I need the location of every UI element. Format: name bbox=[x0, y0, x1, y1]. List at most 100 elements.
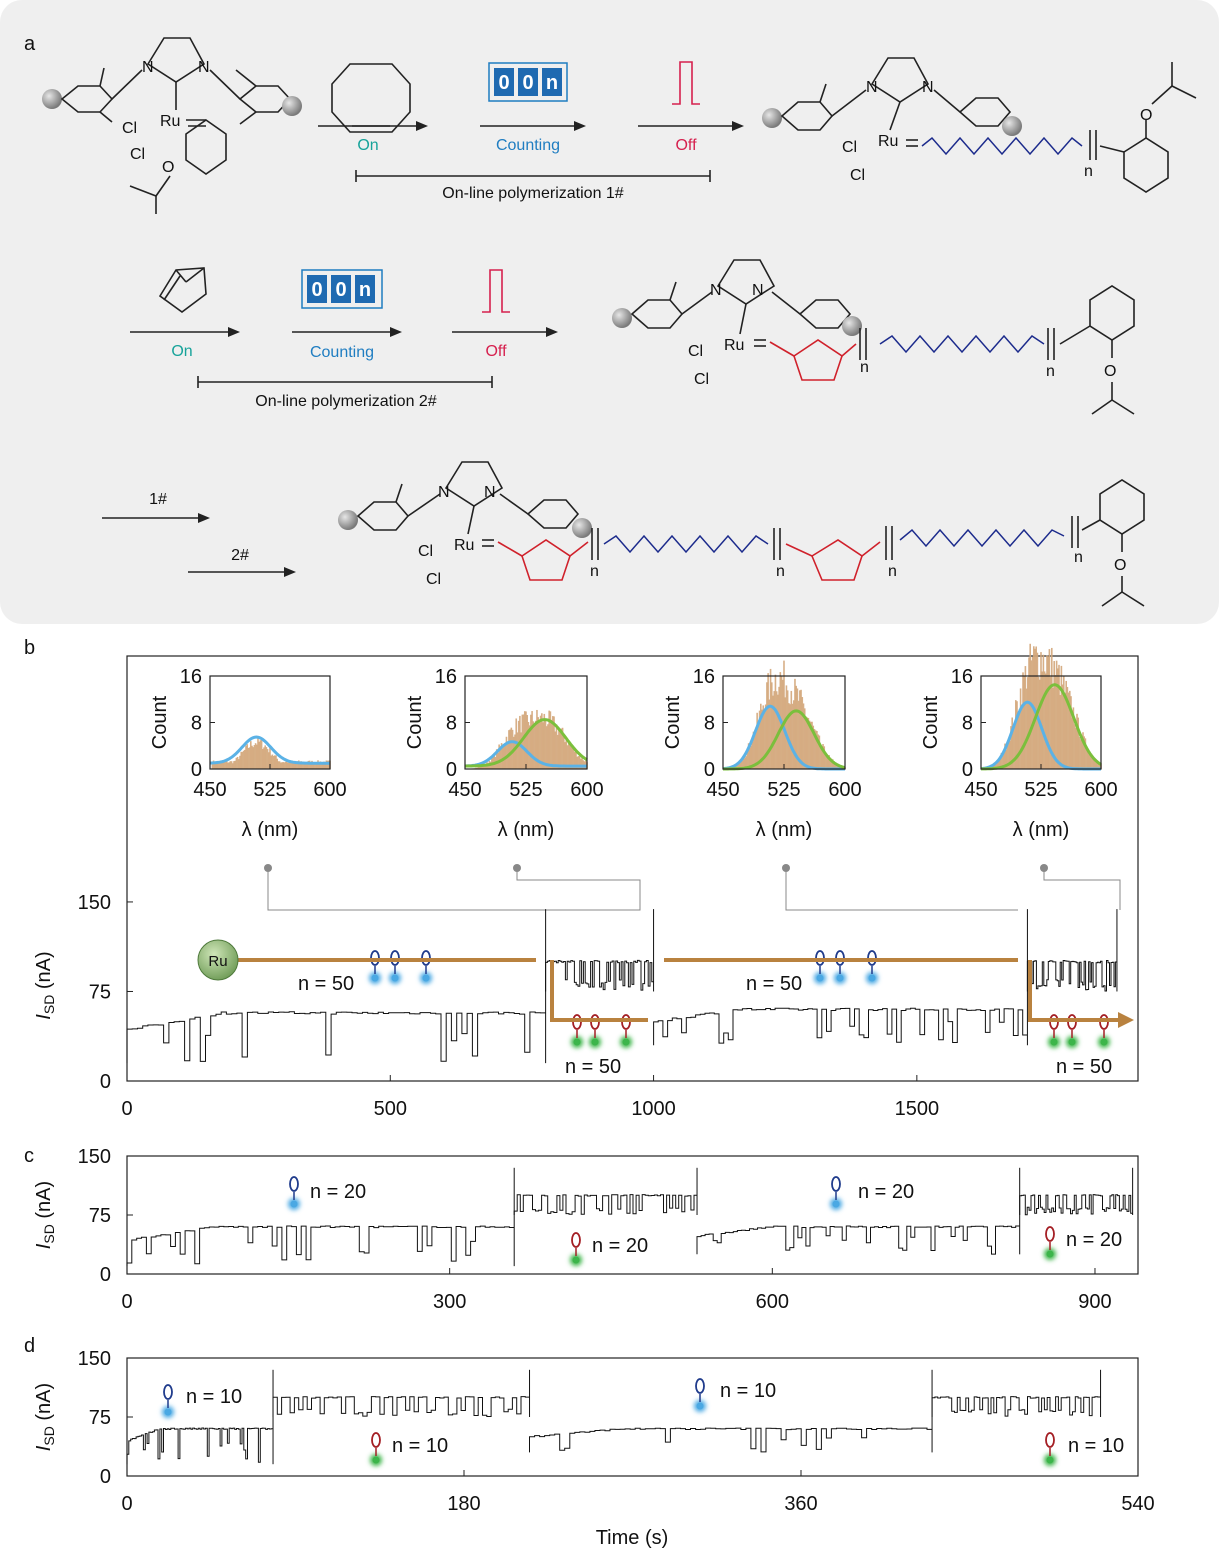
histogram-bar bbox=[525, 711, 527, 769]
histogram-bar bbox=[512, 736, 515, 769]
histogram-bar bbox=[295, 761, 298, 769]
bead-icon bbox=[762, 108, 782, 128]
row2-steps: On 0 0 n Counting Off On-line polymeriza… bbox=[130, 269, 558, 410]
histogram-bar bbox=[1005, 749, 1007, 769]
histogram-bar bbox=[1057, 668, 1059, 769]
histogram-bar bbox=[1045, 673, 1047, 769]
histogram-bar bbox=[794, 678, 796, 769]
histogram-bar bbox=[290, 760, 293, 769]
x-tick-label: 600 bbox=[828, 779, 861, 801]
histogram-bar bbox=[805, 716, 807, 769]
n-label: n = 20 bbox=[858, 1181, 914, 1203]
step-counting-label: Counting bbox=[496, 137, 560, 154]
bracket-label: On-line polymerization 1# bbox=[442, 185, 624, 202]
histogram-bar bbox=[282, 762, 284, 769]
y-tick-label: 0 bbox=[100, 1071, 111, 1093]
current-trace bbox=[272, 1396, 530, 1417]
dot bbox=[1046, 1250, 1054, 1258]
histogram-bar bbox=[1072, 707, 1075, 769]
histogram-bar bbox=[838, 765, 840, 769]
histogram-bar bbox=[1009, 741, 1011, 769]
histogram-bar bbox=[262, 748, 264, 769]
histogram-bar bbox=[572, 747, 575, 769]
histogram-bar bbox=[283, 762, 286, 769]
histogram-bar bbox=[229, 761, 232, 769]
histogram-bar bbox=[531, 711, 533, 769]
histogram-bar bbox=[569, 744, 571, 769]
histogram-bar bbox=[1063, 675, 1065, 769]
inset-y-label: Count bbox=[149, 695, 171, 749]
n-label: n = 50 bbox=[1056, 1056, 1112, 1078]
histogram-bar bbox=[1004, 743, 1006, 769]
histogram-bar bbox=[757, 720, 760, 769]
histogram-bar bbox=[741, 760, 744, 769]
histogram-bar bbox=[829, 757, 832, 769]
y-tick-label: 75 bbox=[89, 1407, 111, 1429]
histogram-bar bbox=[275, 755, 277, 769]
histogram-bar bbox=[1089, 752, 1091, 769]
histogram-bar bbox=[750, 745, 752, 769]
x-tick-label: 360 bbox=[784, 1493, 817, 1515]
panel-a-background bbox=[0, 0, 1219, 624]
x-tick-label: 525 bbox=[509, 779, 542, 801]
ring-icon bbox=[831, 1176, 841, 1192]
histogram-bar bbox=[735, 764, 738, 769]
histogram-bar bbox=[1090, 753, 1093, 769]
histogram-bar bbox=[774, 674, 777, 769]
histogram-bar bbox=[311, 760, 313, 769]
ring-icon bbox=[371, 1432, 381, 1448]
histogram-bar bbox=[304, 762, 306, 769]
histogram-bar bbox=[228, 762, 230, 769]
bead-icon bbox=[842, 316, 862, 336]
histogram-bar bbox=[1042, 654, 1045, 769]
dot bbox=[391, 974, 399, 982]
current-trace bbox=[931, 1396, 1101, 1417]
histogram-bar bbox=[1065, 680, 1067, 769]
x-axis-label: Time (s) bbox=[596, 1527, 669, 1549]
product-3-structure: N N Ru Cl Cl n n n n O bbox=[338, 461, 1145, 607]
histogram-bar bbox=[549, 711, 552, 769]
histogram-bar bbox=[1051, 647, 1053, 769]
histogram-bar bbox=[563, 736, 565, 769]
histogram-bar bbox=[1016, 701, 1018, 769]
histogram-bar bbox=[814, 730, 817, 769]
histogram-bar bbox=[543, 713, 546, 769]
current-trace bbox=[1019, 1194, 1133, 1216]
histogram-bar bbox=[257, 737, 259, 769]
ring-icon bbox=[695, 1378, 705, 1394]
ring-icon bbox=[1045, 1226, 1055, 1242]
histogram-bar bbox=[1047, 656, 1049, 769]
inset-chart: 0 8 16 450 525 600 λ (nm) Count bbox=[149, 666, 347, 841]
histogram-bar bbox=[1013, 722, 1016, 769]
histogram-bar bbox=[298, 760, 300, 769]
step-off-label: Off bbox=[675, 137, 697, 154]
histogram-bar bbox=[217, 761, 220, 769]
green-fit-curve bbox=[981, 683, 1102, 771]
histogram-bar bbox=[248, 747, 251, 769]
histogram-bar bbox=[558, 729, 560, 769]
histogram-bar bbox=[542, 722, 544, 769]
y-axis-label: ISD (nA) bbox=[33, 1383, 57, 1451]
y-tick-label: 75 bbox=[89, 981, 111, 1003]
histogram-bar bbox=[259, 740, 262, 769]
y-tick-label: 0 bbox=[191, 759, 202, 781]
dot bbox=[696, 1402, 704, 1410]
histogram-bar bbox=[222, 761, 224, 769]
current-trace bbox=[529, 1427, 933, 1453]
histogram-bar bbox=[1024, 666, 1027, 769]
histogram-bar bbox=[790, 690, 793, 769]
histogram-bar bbox=[739, 763, 741, 769]
atom-n: N bbox=[438, 484, 450, 501]
histogram-bar bbox=[577, 756, 580, 769]
histogram-bar bbox=[1043, 671, 1046, 769]
histogram-bar bbox=[541, 713, 543, 769]
y-tick-label: 75 bbox=[89, 1205, 111, 1227]
histogram-bar bbox=[528, 725, 531, 769]
histogram-bar bbox=[1010, 726, 1012, 769]
n-label: n = 10 bbox=[392, 1435, 448, 1457]
histogram-bar bbox=[1003, 751, 1005, 769]
histogram-bar bbox=[746, 749, 749, 769]
dot bbox=[372, 1456, 380, 1464]
x-tick-label: 450 bbox=[448, 779, 481, 801]
